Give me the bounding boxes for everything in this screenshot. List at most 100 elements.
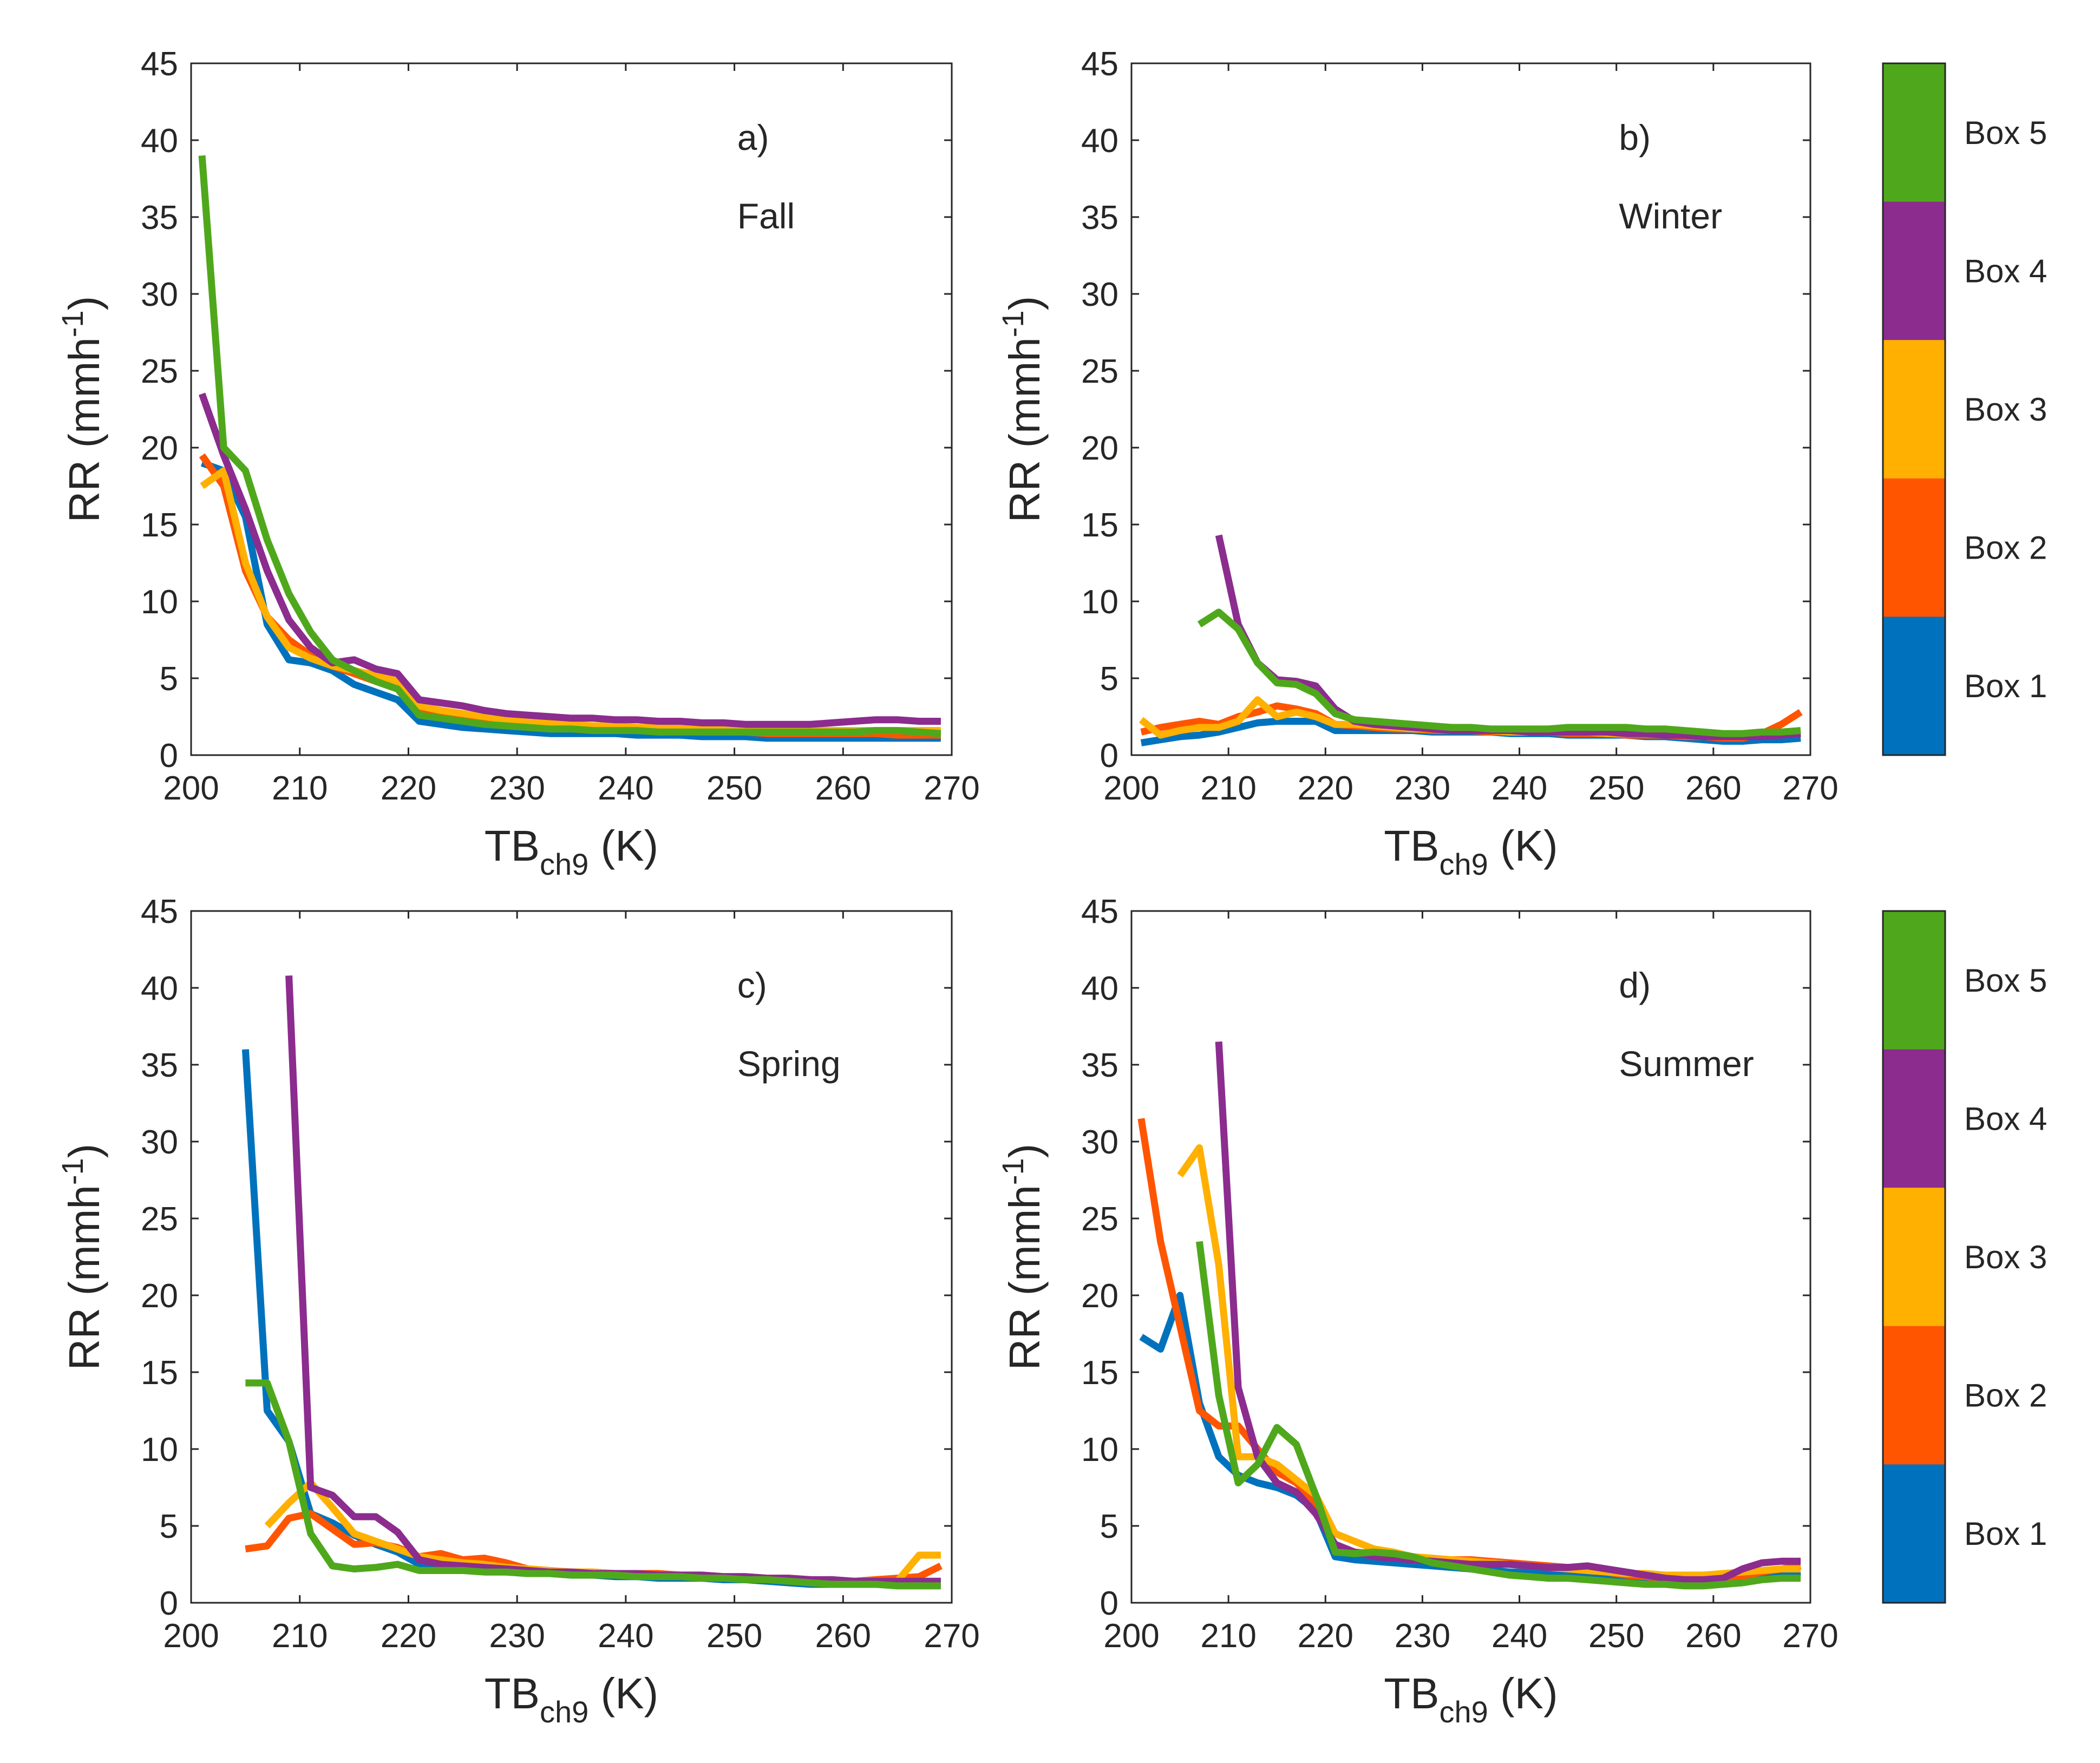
x-tick-label: 250 bbox=[706, 770, 762, 807]
series-line-box-1 bbox=[200, 460, 941, 742]
y-tick-label: 25 bbox=[141, 353, 178, 390]
y-tick-label: 20 bbox=[1081, 430, 1118, 467]
x-tick-label: 250 bbox=[1588, 770, 1644, 807]
y-axis-label: RR (mmh-1) bbox=[996, 1144, 1049, 1371]
series-group bbox=[1139, 534, 1803, 746]
season-label: Winter bbox=[1619, 196, 1722, 236]
y-tick-label: 15 bbox=[141, 507, 178, 544]
x-tick-label: 210 bbox=[1200, 1617, 1256, 1655]
x-tick-label: 260 bbox=[815, 1617, 871, 1655]
panel-label: d) bbox=[1619, 965, 1651, 1005]
colorbar-swatch-box-1 bbox=[1883, 1464, 1945, 1603]
series-line-box-2 bbox=[199, 453, 941, 739]
colorbar-swatch-box-5 bbox=[1883, 911, 1945, 1050]
y-tick-label: 40 bbox=[1081, 970, 1118, 1007]
x-tick-label: 240 bbox=[1491, 1617, 1547, 1655]
y-tick-label: 45 bbox=[141, 45, 178, 83]
x-tick-label: 210 bbox=[272, 1617, 328, 1655]
x-tick-label: 250 bbox=[706, 1617, 762, 1655]
x-axis-label: TBch9 (K) bbox=[1384, 822, 1558, 881]
x-tick-label: 260 bbox=[815, 770, 871, 807]
series-group bbox=[198, 155, 941, 742]
y-tick-label: 45 bbox=[1081, 893, 1118, 930]
y-tick-label: 30 bbox=[1081, 1124, 1118, 1161]
y-tick-label: 0 bbox=[1100, 737, 1118, 775]
panel-label: b) bbox=[1619, 117, 1651, 158]
series-line-box-5 bbox=[198, 155, 941, 737]
y-tick-label: 30 bbox=[141, 1124, 178, 1161]
x-tick-label: 200 bbox=[1103, 770, 1159, 807]
panel-a: 200 210 220 230 240 250 260 270 0 5 10 15 20 25 30 35 40… bbox=[55, 45, 980, 881]
y-axis-label: RR (mmh-1) bbox=[55, 1144, 108, 1371]
x-axis-label: TBch9 (K) bbox=[485, 1669, 658, 1729]
y-tick-label: 40 bbox=[141, 970, 178, 1007]
series-line-box-1 bbox=[241, 1049, 941, 1588]
legend-label: Box 1 bbox=[1964, 668, 2047, 704]
y-tick-label: 15 bbox=[1081, 1354, 1118, 1392]
axes-box bbox=[190, 910, 953, 1604]
y-tick-label: 35 bbox=[141, 199, 178, 237]
series-group bbox=[241, 975, 943, 1590]
series-line-box-5 bbox=[1195, 1241, 1801, 1590]
x-tick-label: 230 bbox=[1395, 1617, 1450, 1655]
series-line-box-2 bbox=[1137, 1118, 1802, 1585]
y-tick-label: 40 bbox=[141, 122, 178, 160]
x-tick-label: 240 bbox=[598, 1617, 653, 1655]
y-tick-label: 10 bbox=[141, 584, 178, 621]
legend-label: Box 3 bbox=[1964, 1239, 2047, 1275]
x-tick-label: 230 bbox=[489, 770, 545, 807]
x-tick-label: 220 bbox=[381, 1617, 436, 1655]
y-tick-label: 35 bbox=[1081, 1047, 1118, 1084]
season-label: Summer bbox=[1619, 1044, 1754, 1084]
colorbar-frame bbox=[1882, 62, 1946, 756]
series-line-box-5 bbox=[245, 1379, 941, 1590]
y-tick-label: 20 bbox=[1081, 1277, 1118, 1315]
x-tick-label: 260 bbox=[1685, 770, 1741, 807]
series-line-box-3 bbox=[1177, 1144, 1801, 1579]
series-line-box-3 bbox=[200, 467, 941, 735]
y-tick-label: 20 bbox=[141, 430, 178, 467]
colorbar-swatch-box-1 bbox=[1883, 617, 1945, 756]
y-tick-label: 35 bbox=[1081, 199, 1118, 237]
series-line-box-5 bbox=[1197, 608, 1801, 737]
y-tick-label: 5 bbox=[1100, 660, 1118, 698]
x-tick-label: 200 bbox=[1103, 1617, 1159, 1655]
x-tick-label: 200 bbox=[163, 770, 219, 807]
x-axis-label: TBch9 (K) bbox=[485, 822, 658, 881]
x-tick-label: 240 bbox=[1491, 770, 1547, 807]
series-line-box-4 bbox=[285, 975, 941, 1585]
panel-label: a) bbox=[737, 117, 769, 158]
legend-label: Box 5 bbox=[1964, 115, 2047, 151]
y-tick-label: 45 bbox=[141, 893, 178, 930]
x-tick-label: 270 bbox=[1782, 1617, 1838, 1655]
x-axis-label: TBch9 (K) bbox=[1384, 1669, 1558, 1729]
colorbar-swatch-box-5 bbox=[1883, 63, 1945, 202]
colorbar-frame bbox=[1882, 910, 1946, 1604]
x-tick-label: 230 bbox=[489, 1617, 545, 1655]
y-tick-label: 20 bbox=[141, 1277, 178, 1315]
series-line-box-4 bbox=[198, 392, 941, 728]
panel-label: c) bbox=[737, 965, 767, 1005]
x-tick-label: 250 bbox=[1588, 1617, 1644, 1655]
y-tick-label: 5 bbox=[1100, 1508, 1118, 1545]
colorbar-swatch-box-3 bbox=[1883, 1188, 1945, 1327]
y-tick-label: 5 bbox=[160, 1508, 178, 1545]
y-tick-label: 25 bbox=[1081, 1201, 1118, 1238]
y-tick-label: 25 bbox=[1081, 353, 1118, 390]
y-tick-label: 10 bbox=[141, 1431, 178, 1469]
colorbar-legend: Box 5 Box 4 Box 3 Box 2 Box 1 bbox=[1882, 62, 2047, 756]
x-tick-label: 260 bbox=[1685, 1617, 1741, 1655]
x-tick-label: 220 bbox=[381, 770, 436, 807]
season-label: Fall bbox=[737, 196, 795, 236]
x-tick-label: 270 bbox=[1782, 770, 1838, 807]
legend-label: Box 2 bbox=[1964, 530, 2047, 566]
series-line-box-4 bbox=[1215, 534, 1801, 740]
colorbar-swatch-box-3 bbox=[1883, 340, 1945, 479]
y-tick-label: 30 bbox=[1081, 276, 1118, 313]
season-label: Spring bbox=[737, 1044, 841, 1084]
panel-b: 200 210 220 230 240 250 260 270 0 5 10 15 20 25 30 35 40… bbox=[996, 45, 1839, 881]
legend-label: Box 3 bbox=[1964, 391, 2047, 428]
series-line-box-1 bbox=[1139, 1292, 1801, 1585]
legend-label: Box 1 bbox=[1964, 1516, 2047, 1552]
